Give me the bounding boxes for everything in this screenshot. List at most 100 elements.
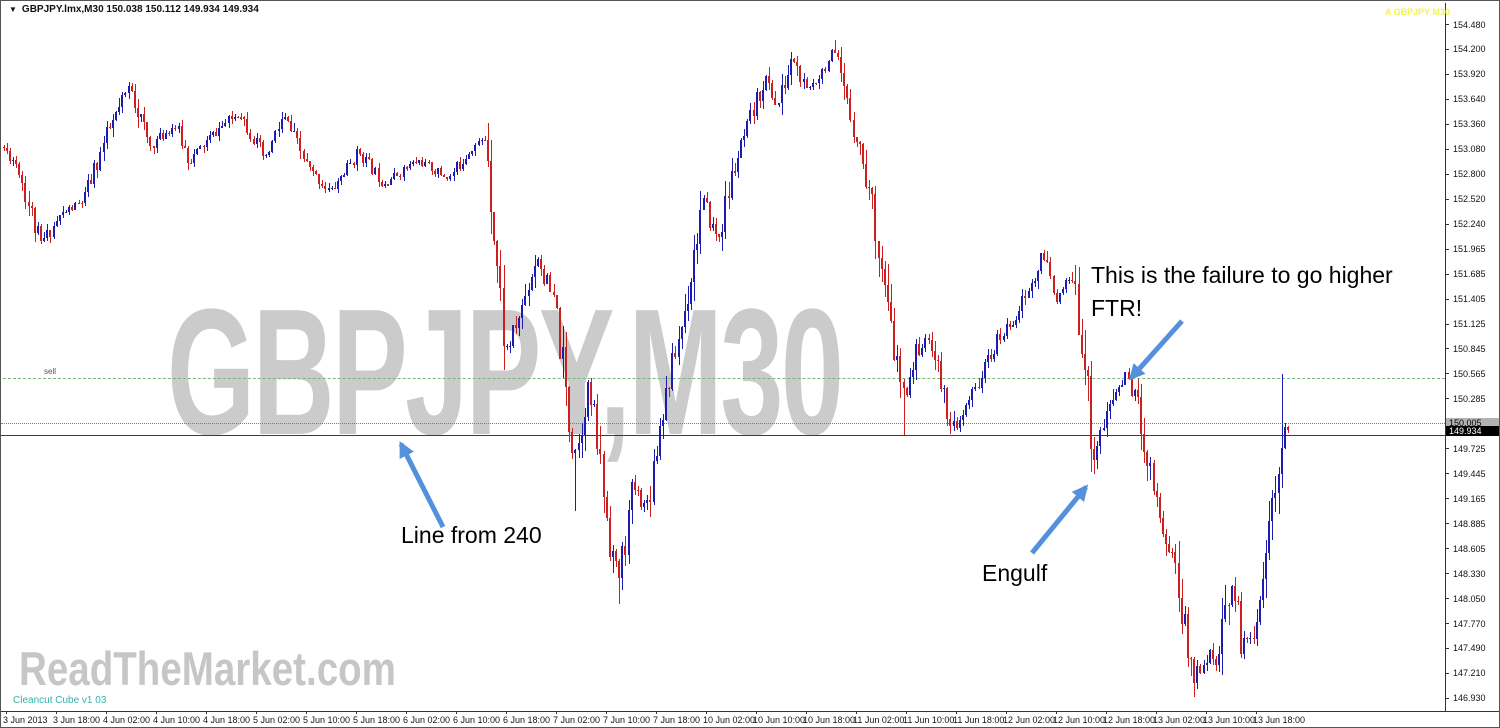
candle-body: [1099, 429, 1101, 447]
candle-body: [1049, 261, 1051, 277]
candle-body: [974, 386, 976, 390]
candle-wick: [485, 136, 486, 142]
candle-body: [1265, 553, 1267, 580]
candle-body: [49, 230, 51, 237]
candle-wick: [335, 181, 336, 190]
candle-body: [790, 58, 792, 75]
candle-body: [181, 125, 183, 147]
price-tick: [1445, 323, 1449, 325]
candle-wick: [141, 113, 142, 122]
candle-body: [824, 68, 826, 72]
candle-wick: [1072, 271, 1073, 283]
candle-body: [949, 419, 951, 426]
candle-wick: [594, 400, 595, 407]
candle-body: [678, 339, 680, 358]
candle-body: [624, 545, 626, 555]
candle-body: [778, 103, 780, 105]
candle-wick: [575, 449, 576, 512]
collapse-icon[interactable]: ▼: [9, 5, 17, 14]
candle-body: [378, 168, 380, 183]
candle-body: [668, 387, 670, 390]
candle-body: [253, 139, 255, 145]
time-tick: [256, 711, 257, 714]
candle-body: [428, 161, 430, 164]
candle-body: [1171, 551, 1173, 553]
candle-wick: [1150, 456, 1151, 480]
candle-body: [1146, 452, 1148, 466]
price-tick-label: 146.930: [1453, 693, 1486, 704]
candle-body: [37, 225, 39, 233]
candle-body: [1187, 614, 1189, 658]
candle-body: [540, 259, 542, 269]
candle-body: [468, 153, 470, 160]
candle-wick: [797, 55, 798, 77]
price-tick-label: 147.490: [1453, 643, 1486, 654]
time-tick-label: 10 Jun 02:00: [703, 715, 756, 725]
candle-body: [1174, 552, 1176, 563]
candle-body: [168, 133, 170, 135]
candle-body: [1262, 579, 1264, 600]
candle-wick: [185, 140, 186, 148]
candle-body: [1268, 520, 1270, 554]
candle-body: [212, 131, 214, 136]
candle-body: [368, 157, 370, 159]
candle-body: [396, 172, 398, 176]
candle-body: [193, 154, 195, 163]
candle-body: [56, 221, 58, 226]
price-tick-label: 149.165: [1453, 493, 1486, 504]
candle-body: [462, 163, 464, 169]
candle-wick: [91, 174, 92, 184]
candle-body: [581, 435, 583, 443]
price-tick-label: 150.565: [1453, 368, 1486, 379]
candle-body: [628, 509, 630, 555]
candle-body: [696, 244, 698, 251]
candle-body: [1081, 334, 1083, 355]
price-tick: [1445, 123, 1449, 125]
candle-body: [1168, 544, 1170, 552]
line-from-240[interactable]: [1, 435, 1445, 436]
candle-body: [293, 131, 295, 133]
candle-body: [440, 168, 442, 175]
candle-wick: [779, 102, 780, 107]
price-tick-label: 148.050: [1453, 593, 1486, 604]
candle-body: [962, 414, 964, 420]
candle-body: [424, 161, 426, 167]
price-level-dotted-line[interactable]: [1, 423, 1445, 424]
candle-body: [612, 551, 614, 558]
candle-wick: [688, 285, 689, 322]
candle-wick: [1088, 365, 1089, 401]
candle-wick: [904, 379, 905, 435]
candle-body: [578, 442, 580, 451]
sell-level-line[interactable]: [3, 378, 1445, 379]
candle-wick: [729, 182, 730, 210]
candle-body: [521, 304, 523, 319]
time-tick-label: 13 Jun 10:00: [1203, 715, 1256, 725]
time-tick-label: 5 Jun 18:00: [353, 715, 401, 725]
candle-body: [890, 301, 892, 322]
candle-wick: [835, 40, 836, 54]
candle-body: [303, 150, 305, 160]
candle-wick: [110, 122, 111, 129]
candle-body: [603, 453, 605, 497]
candle-wick: [329, 182, 330, 192]
candle-body: [884, 268, 886, 285]
price-tick: [1445, 24, 1449, 25]
candle-body: [565, 347, 567, 388]
candle-wick: [510, 340, 511, 354]
candle-body: [534, 265, 536, 278]
price-tick-label: 148.605: [1453, 543, 1486, 554]
candle-body: [434, 171, 436, 174]
candle-wick: [554, 284, 555, 297]
candle-body: [1090, 376, 1092, 450]
candle-body: [374, 168, 376, 174]
candle-body: [571, 432, 573, 453]
price-tick-label: 153.920: [1453, 69, 1486, 80]
candle-body: [953, 420, 955, 426]
candle-body: [1109, 403, 1111, 411]
candle-body: [1078, 284, 1080, 335]
candle-wick: [619, 559, 620, 605]
time-tick-label: 3 Jun 2013: [3, 715, 48, 725]
candle-body: [262, 142, 264, 156]
price-tick-label: 153.360: [1453, 119, 1486, 130]
candle-body: [993, 353, 995, 360]
